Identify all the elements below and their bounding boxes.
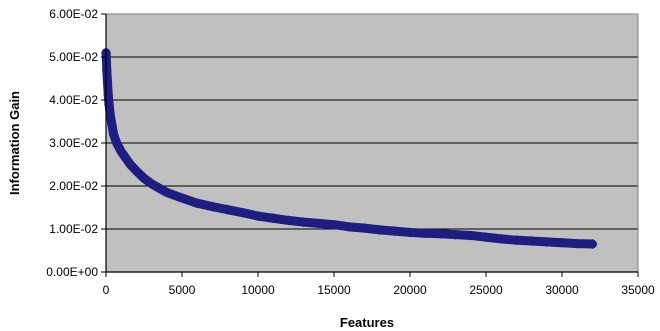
data-point [389, 226, 400, 237]
data-point [481, 232, 491, 243]
data-point [105, 112, 116, 123]
y-tick-label: 2.00E-02 [49, 179, 98, 193]
data-point [108, 129, 119, 140]
data-point [298, 217, 309, 228]
data-point [192, 198, 203, 209]
data-point [207, 201, 218, 212]
data-point [146, 178, 157, 189]
data-point [329, 219, 339, 230]
data-point [111, 138, 122, 148]
data-point [572, 238, 583, 249]
x-axis-title: Features [340, 315, 394, 330]
data-point [107, 120, 118, 131]
x-tick-label: 10000 [241, 283, 275, 297]
y-tick-label: 3.00E-02 [49, 136, 98, 150]
data-series [101, 47, 598, 250]
data-point [541, 236, 552, 247]
x-tick-label: 20000 [393, 283, 427, 297]
data-point [116, 146, 127, 157]
y-tick-labels: 0.00E+00 1.00E-02 2.00E-02 3.00E-02 4.00E-02… [46, 7, 106, 279]
data-point [450, 229, 461, 240]
data-point [139, 173, 149, 184]
data-point [253, 211, 263, 222]
data-point [557, 237, 567, 248]
y-tick-label: 4.00E-02 [49, 93, 98, 107]
x-tick-labels: 0 5000 10000 15000 20000 25000 30000 35000 [103, 272, 655, 297]
y-tick-label: 0.00E+00 [46, 265, 98, 279]
data-point [587, 239, 598, 250]
y-tick-label: 5.00E-02 [49, 50, 98, 64]
series-band [101, 48, 597, 249]
data-point [359, 223, 370, 234]
data-point [222, 204, 233, 215]
x-tick-label: 0 [103, 283, 110, 297]
data-point [125, 159, 136, 170]
x-tick-label: 30000 [545, 283, 579, 297]
data-point [420, 228, 431, 239]
data-point [237, 207, 248, 218]
data-point [344, 221, 355, 232]
data-point [101, 64, 112, 75]
x-tick-label: 25000 [469, 283, 503, 297]
data-point [435, 228, 446, 239]
x-tick-label: 35000 [621, 283, 655, 297]
data-point [131, 165, 142, 176]
data-point [313, 218, 324, 229]
data-point [154, 183, 165, 194]
x-tick-label: 5000 [169, 283, 196, 297]
data-point [268, 213, 279, 224]
data-point [120, 153, 131, 164]
data-point [511, 235, 522, 246]
data-point [374, 224, 385, 235]
data-point [283, 215, 294, 226]
data-point [405, 227, 415, 238]
data-point [161, 187, 172, 198]
y-tick-label: 6.00E-02 [49, 7, 98, 21]
x-tick-label: 15000 [317, 283, 351, 297]
data-point [526, 236, 537, 247]
data-point [177, 193, 187, 204]
data-point [102, 77, 113, 88]
data-point [496, 233, 507, 244]
y-axis-title: Information Gain [7, 91, 22, 195]
data-point [465, 230, 476, 241]
y-tick-label: 1.00E-02 [49, 222, 98, 236]
